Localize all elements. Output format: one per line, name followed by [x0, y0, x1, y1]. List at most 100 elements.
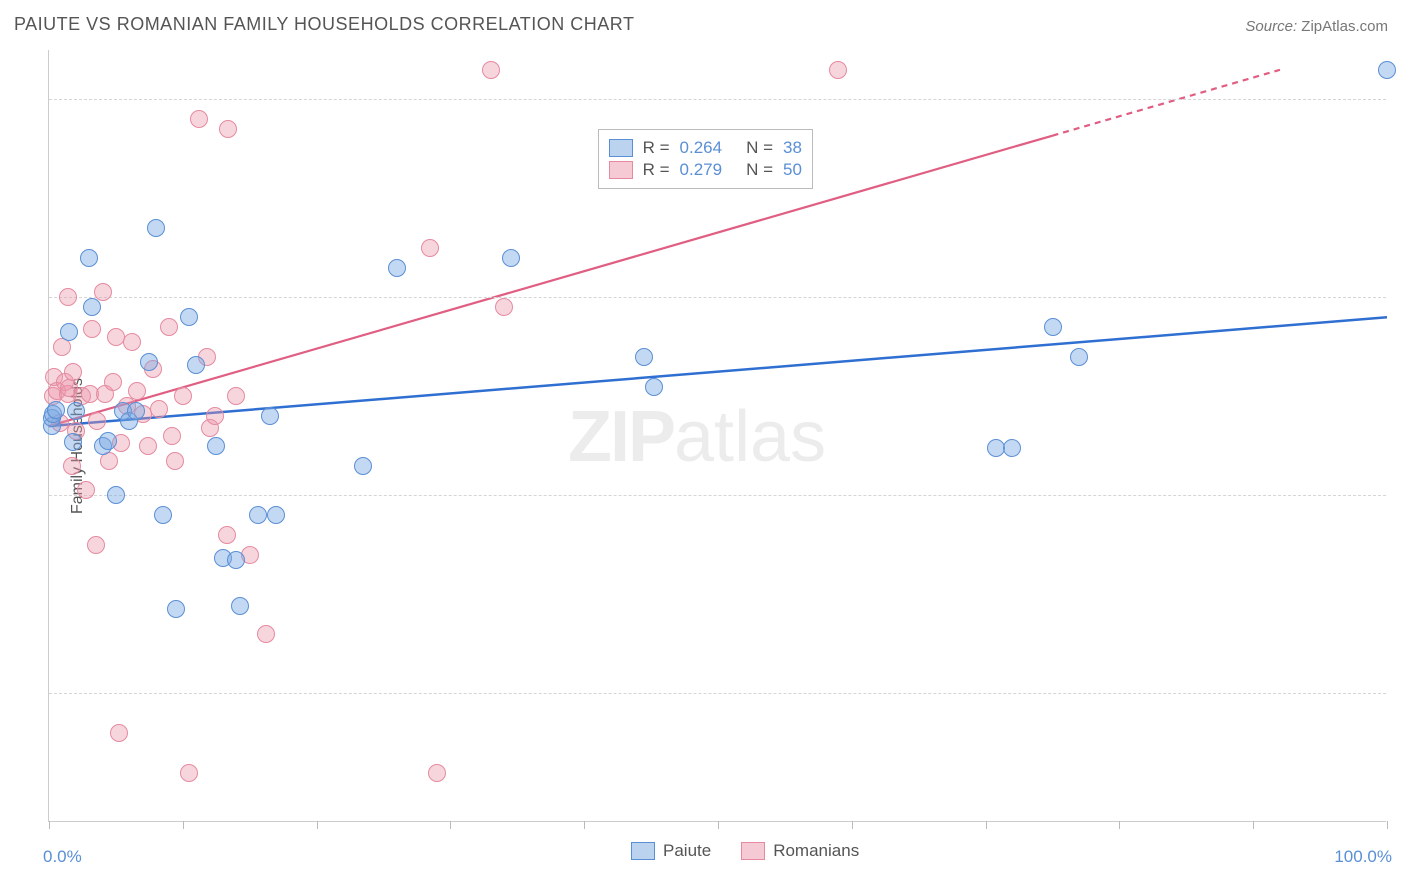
- data-point-romanians: [829, 61, 847, 79]
- x-tick-label: 0.0%: [43, 847, 82, 867]
- data-point-romanians: [150, 400, 168, 418]
- series-legend-item-romanians: Romanians: [741, 841, 859, 861]
- source-value: ZipAtlas.com: [1301, 18, 1388, 35]
- x-tick: [986, 821, 987, 829]
- x-tick: [183, 821, 184, 829]
- source-attribution: Source: ZipAtlas.com: [1245, 18, 1388, 35]
- data-point-paiute: [99, 432, 117, 450]
- data-point-paiute: [67, 402, 85, 420]
- legend-n-label: N =: [746, 160, 773, 180]
- x-tick: [584, 821, 585, 829]
- series-legend-label: Romanians: [773, 841, 859, 861]
- trend-line: [49, 136, 1053, 426]
- stats-legend: R = 0.264 N = 38R =0.279N =50: [598, 129, 813, 189]
- x-tick: [1119, 821, 1120, 829]
- data-point-paiute: [1044, 318, 1062, 336]
- data-point-paiute: [249, 506, 267, 524]
- data-point-romanians: [110, 724, 128, 742]
- data-point-romanians: [59, 288, 77, 306]
- legend-swatch-paiute: [609, 139, 633, 157]
- chart-title: PAIUTE VS ROMANIAN FAMILY HOUSEHOLDS COR…: [14, 14, 634, 35]
- data-point-paiute: [147, 219, 165, 237]
- data-point-paiute: [107, 486, 125, 504]
- data-point-paiute: [354, 457, 372, 475]
- legend-r-value: 0.264: [680, 138, 723, 158]
- data-point-romanians: [482, 61, 500, 79]
- legend-r-label: R =: [643, 138, 670, 158]
- x-tick: [317, 821, 318, 829]
- data-point-paiute: [1003, 439, 1021, 457]
- legend-n-label: N =: [746, 138, 773, 158]
- data-point-paiute: [83, 298, 101, 316]
- stats-legend-row-romanians: R =0.279N =50: [609, 160, 802, 180]
- x-tick: [450, 821, 451, 829]
- data-point-romanians: [219, 120, 237, 138]
- data-point-paiute: [502, 249, 520, 267]
- data-point-paiute: [167, 600, 185, 618]
- data-point-romanians: [206, 407, 224, 425]
- data-point-romanians: [190, 110, 208, 128]
- data-point-romanians: [123, 333, 141, 351]
- data-point-romanians: [174, 387, 192, 405]
- data-point-paiute: [207, 437, 225, 455]
- trend-line: [49, 317, 1387, 426]
- x-tick-label: 100.0%: [1334, 847, 1392, 867]
- x-tick: [852, 821, 853, 829]
- data-point-paiute: [261, 407, 279, 425]
- data-point-paiute: [267, 506, 285, 524]
- legend-r-label: R =: [643, 160, 670, 180]
- data-point-paiute: [47, 401, 65, 419]
- legend-swatch-romanians: [741, 842, 765, 860]
- data-point-paiute: [635, 348, 653, 366]
- legend-swatch-romanians: [609, 161, 633, 179]
- data-point-paiute: [1070, 348, 1088, 366]
- data-point-romanians: [104, 373, 122, 391]
- x-tick: [1387, 821, 1388, 829]
- data-point-romanians: [88, 412, 106, 430]
- data-point-paiute: [80, 249, 98, 267]
- legend-n-value: 38: [783, 138, 802, 158]
- data-point-romanians: [428, 764, 446, 782]
- data-point-romanians: [257, 625, 275, 643]
- data-point-romanians: [166, 452, 184, 470]
- correlation-chart: PAIUTE VS ROMANIAN FAMILY HOUSEHOLDS COR…: [0, 0, 1406, 892]
- legend-swatch-paiute: [631, 842, 655, 860]
- data-point-romanians: [218, 526, 236, 544]
- data-point-romanians: [83, 320, 101, 338]
- x-tick: [49, 821, 50, 829]
- data-point-romanians: [421, 239, 439, 257]
- x-tick: [1253, 821, 1254, 829]
- data-point-romanians: [160, 318, 178, 336]
- data-point-romanians: [163, 427, 181, 445]
- data-point-paiute: [231, 597, 249, 615]
- trend-line: [1053, 70, 1280, 136]
- data-point-paiute: [64, 433, 82, 451]
- data-point-romanians: [180, 764, 198, 782]
- data-point-paiute: [180, 308, 198, 326]
- data-point-romanians: [139, 437, 157, 455]
- data-point-paiute: [645, 378, 663, 396]
- stats-legend-row-paiute: R = 0.264 N = 38: [609, 138, 802, 158]
- data-point-paiute: [140, 353, 158, 371]
- series-legend: Paiute Romanians: [631, 841, 859, 861]
- source-label: Source:: [1245, 18, 1297, 35]
- data-point-paiute: [1378, 61, 1396, 79]
- data-point-romanians: [64, 363, 82, 381]
- gridline: [49, 297, 1386, 298]
- data-point-romanians: [87, 536, 105, 554]
- data-point-romanians: [128, 382, 146, 400]
- data-point-paiute: [388, 259, 406, 277]
- series-legend-label: Paiute: [663, 841, 711, 861]
- series-legend-item-paiute: Paiute: [631, 841, 711, 861]
- gridline: [49, 99, 1386, 100]
- gridline: [49, 495, 1386, 496]
- gridline: [49, 693, 1386, 694]
- data-point-romanians: [495, 298, 513, 316]
- x-tick: [718, 821, 719, 829]
- data-point-paiute: [154, 506, 172, 524]
- data-point-romanians: [63, 457, 81, 475]
- data-point-paiute: [187, 356, 205, 374]
- data-point-paiute: [227, 551, 245, 569]
- data-point-romanians: [227, 387, 245, 405]
- plot-area: ZIPatlas R =0.264N =38R =0.279N =50 Paiu…: [48, 50, 1386, 822]
